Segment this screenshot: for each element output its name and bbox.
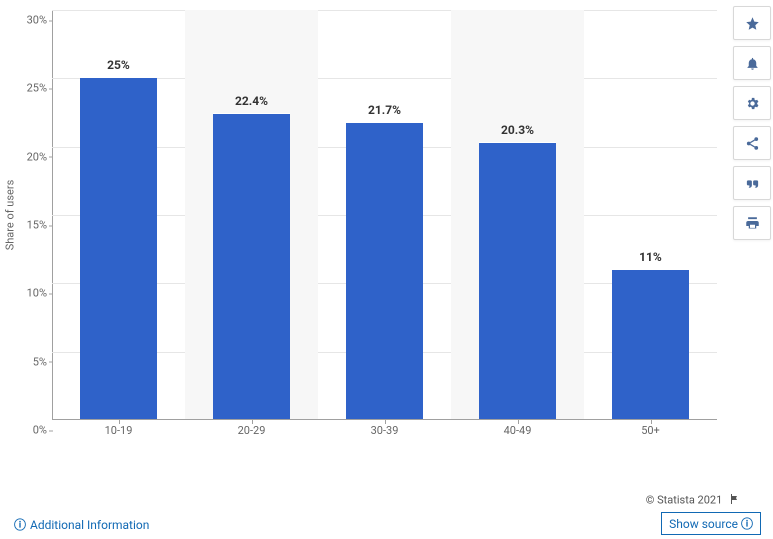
- quote-icon: [745, 176, 760, 191]
- plot-region: 25%22.4%21.7%20.3%11% Share of users: [52, 10, 717, 420]
- favorite-button[interactable]: [733, 6, 771, 40]
- gridline: [52, 10, 717, 11]
- x-tick: 30-39: [335, 424, 435, 437]
- y-tick: 25%: [7, 82, 47, 95]
- x-tick: 10-19: [69, 424, 169, 437]
- notify-button[interactable]: [733, 46, 771, 80]
- x-tick: 20-29: [202, 424, 302, 437]
- settings-button[interactable]: [733, 86, 771, 120]
- show-source-label: Show source: [669, 517, 738, 531]
- share-button[interactable]: [733, 126, 771, 160]
- citation-button[interactable]: [733, 166, 771, 200]
- y-axis-label: Share of users: [4, 179, 17, 250]
- info-icon: ⓘ: [741, 517, 753, 531]
- copyright: © Statista 2021: [646, 493, 741, 508]
- report-flag-icon[interactable]: [729, 493, 741, 508]
- info-icon: ⓘ: [14, 518, 26, 532]
- bar[interactable]: 22.4%: [213, 113, 290, 419]
- y-tick: 10%: [7, 287, 47, 300]
- bar[interactable]: 25%: [80, 77, 157, 419]
- y-tick: 5%: [7, 355, 47, 368]
- additional-info-label: Additional Information: [30, 518, 149, 532]
- y-tick: 20%: [7, 150, 47, 163]
- chart-toolbar: [733, 6, 773, 240]
- print-button[interactable]: [733, 206, 771, 240]
- bar-value-label: 20.3%: [479, 123, 556, 137]
- star-icon: [745, 16, 760, 31]
- x-tick: 50+: [601, 424, 701, 437]
- bar[interactable]: 20.3%: [479, 142, 556, 419]
- print-icon: [745, 216, 760, 231]
- bar-value-label: 25%: [80, 58, 157, 72]
- y-tick: 30%: [7, 14, 47, 27]
- bar-value-label: 11%: [612, 250, 689, 264]
- bar[interactable]: 11%: [612, 269, 689, 419]
- x-tick: 40-49: [468, 424, 568, 437]
- additional-info-link[interactable]: ⓘ Additional Information: [14, 516, 149, 533]
- bar[interactable]: 21.7%: [346, 122, 423, 419]
- footer: © Statista 2021 ⓘAdditional Information …: [0, 491, 773, 539]
- bell-icon: [745, 56, 760, 71]
- share-icon: [745, 136, 760, 151]
- bar-value-label: 22.4%: [213, 94, 290, 108]
- y-tick: 0%: [7, 424, 47, 437]
- chart-area: 25%22.4%21.7%20.3%11% Share of users 0%5…: [52, 10, 717, 440]
- y-tick: 15%: [7, 219, 47, 232]
- show-source-button[interactable]: Show sourceⓘ: [661, 512, 761, 535]
- copyright-text: © Statista 2021: [646, 493, 722, 506]
- bar-value-label: 21.7%: [346, 103, 423, 117]
- gear-icon: [745, 96, 760, 111]
